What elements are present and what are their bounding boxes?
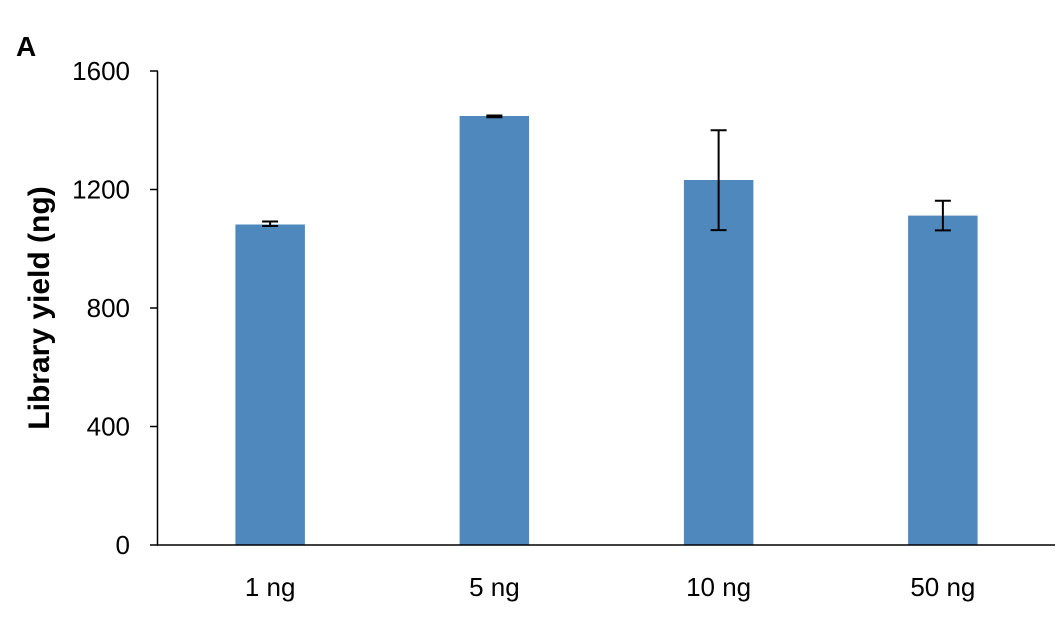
x-tick-label-0: 1 ng xyxy=(245,572,296,602)
y-tick-label-0: 0 xyxy=(116,530,130,560)
bars-group xyxy=(235,116,978,545)
y-tick-label-2: 800 xyxy=(87,293,130,323)
x-tick-label-1: 5 ng xyxy=(469,572,520,602)
error-bars-group xyxy=(262,114,951,232)
x-tick-labels-group: 1 ng 5 ng 10 ng 50 ng xyxy=(245,572,976,602)
bar-2 xyxy=(683,180,754,545)
panel-label: A xyxy=(16,31,36,62)
y-tick-label-4: 1600 xyxy=(72,56,130,86)
y-tick-label-1: 400 xyxy=(87,412,130,442)
y-axis-title: Library yield (ng) xyxy=(23,186,56,429)
bar-3 xyxy=(908,215,978,545)
bar-0 xyxy=(235,224,305,545)
y-ticks-group: 0 400 800 1200 1600 xyxy=(72,56,158,560)
x-tick-label-3: 50 ng xyxy=(910,572,975,602)
bar-1 xyxy=(459,116,530,545)
y-tick-label-3: 1200 xyxy=(72,175,130,205)
x-tick-label-2: 10 ng xyxy=(686,572,751,602)
